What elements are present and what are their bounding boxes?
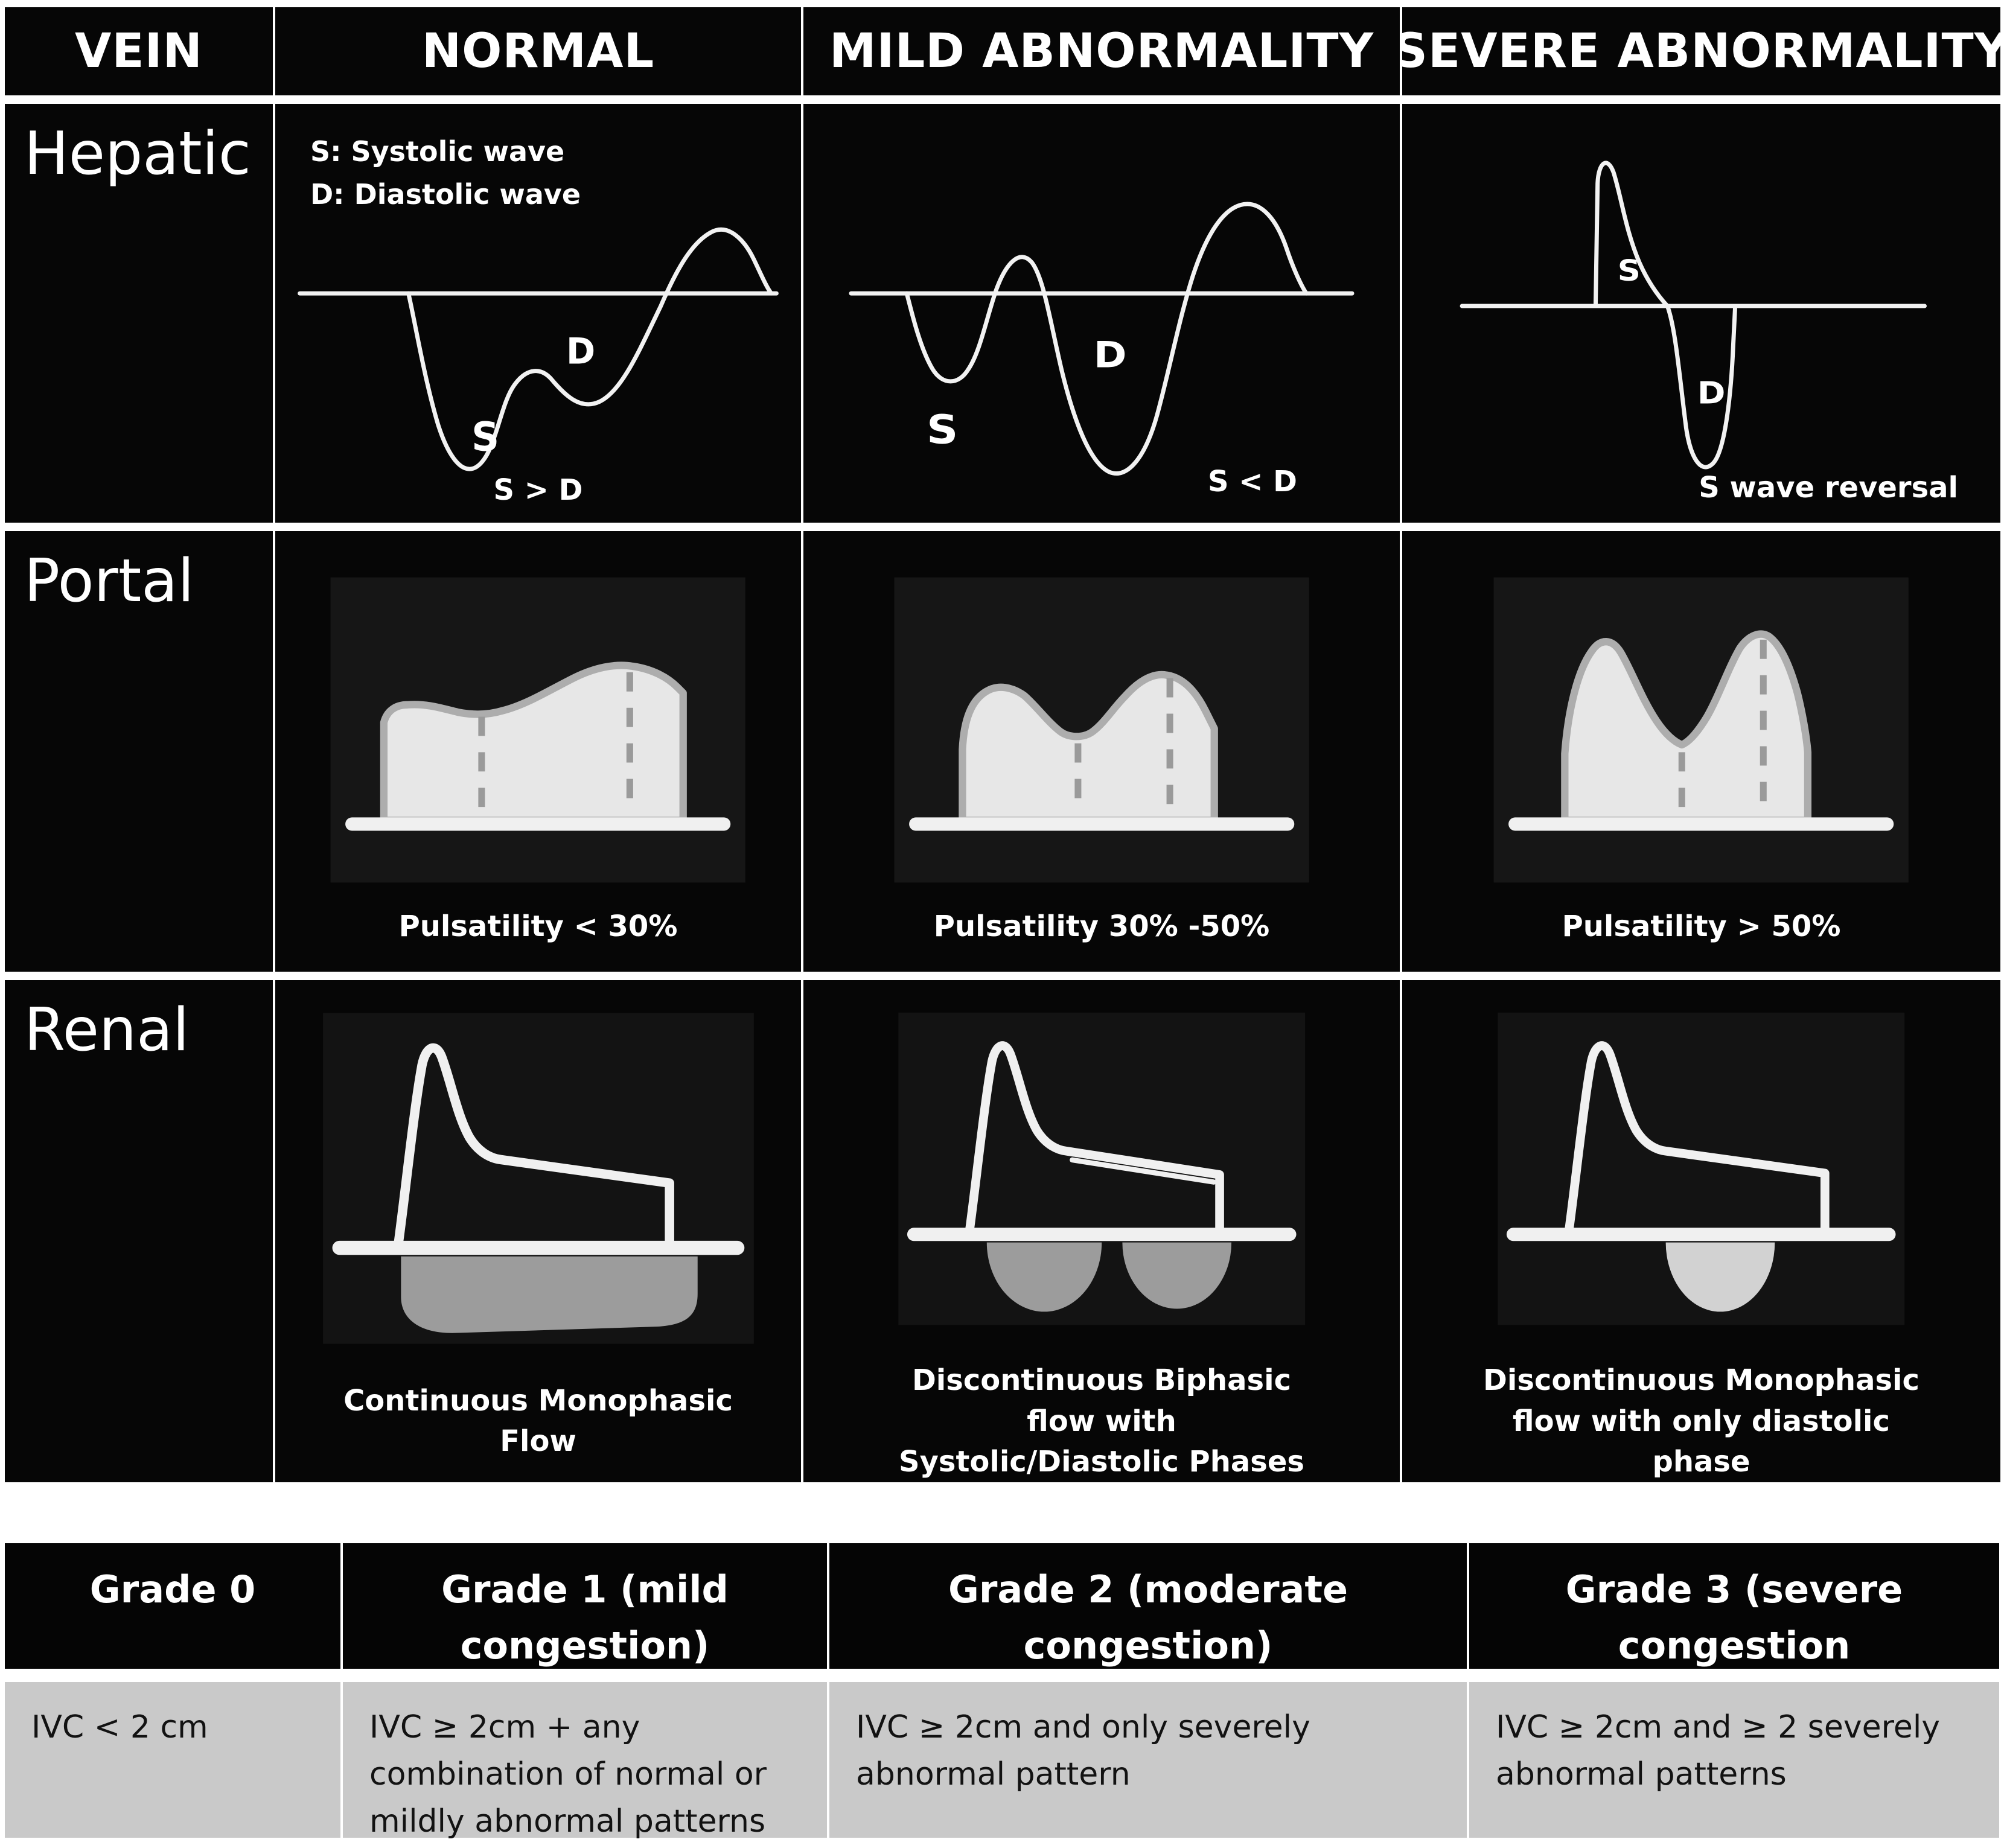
s-wave-label: S <box>1618 254 1641 288</box>
grade0-criteria: IVC < 2 cm <box>5 1682 340 1838</box>
grade2-criteria: IVC ≥ 2cm and only severely abnormal pat… <box>829 1682 1467 1838</box>
portal-severe-caption: Pulsatility > 50% <box>1562 910 1841 943</box>
vexus-pattern-table: VEIN NORMAL MILD ABNORMALITY SEVERE ABNO… <box>5 7 2000 1482</box>
hepatic-mild-caption: S < D <box>1207 465 1297 499</box>
renal-normal-caption: Continuous Monophasic Flow <box>343 1384 733 1459</box>
d-wave-label: D <box>566 330 595 372</box>
portal-normal-caption: Pulsatility < 30% <box>398 910 678 943</box>
grade1-criteria: IVC ≥ 2cm + any combination of normal or… <box>343 1682 827 1840</box>
row-label-renal: Renal <box>5 980 273 1482</box>
portal-mild-waveform-icon <box>894 577 1309 883</box>
portal-mild-cell: Pulsatility 30% -50% <box>803 531 1400 972</box>
header-normal: NORMAL <box>275 7 801 95</box>
hepatic-normal-caption: S > D <box>493 473 583 507</box>
renal-mild-waveform-icon <box>898 1012 1305 1325</box>
header-vein: VEIN <box>5 7 273 95</box>
renal-mild-cell: Discontinuous Biphasic flow with Systoli… <box>803 980 1400 1482</box>
grade3-criteria: IVC ≥ 2cm and ≥ 2 severely abnormal patt… <box>1469 1682 1999 1838</box>
d-wave-label: D <box>1094 334 1127 376</box>
portal-normal-waveform-icon <box>330 577 746 883</box>
grade1-header: Grade 1 (mild congestion) <box>343 1543 827 1669</box>
portal-mild-caption: Pulsatility 30% -50% <box>933 910 1270 943</box>
renal-severe-caption: Discontinuous Monophasic flow with only … <box>1483 1363 1919 1479</box>
renal-mild-caption: Discontinuous Biphasic flow with Systoli… <box>899 1363 1304 1479</box>
renal-severe-waveform-icon <box>1498 1012 1905 1325</box>
vexus-grade-table: Grade 0 Grade 1 (mild congestion) Grade … <box>5 1543 1999 1840</box>
hepatic-severe-caption: S wave reversal <box>1699 471 1958 505</box>
hepatic-mild-cell: S D S < D <box>803 104 1400 523</box>
hepatic-mild-waveform-icon: S D <box>803 104 1400 523</box>
hepatic-legend: S: Systolic wave D: Diastolic wave <box>310 135 581 211</box>
d-wave-label: D <box>1697 375 1726 411</box>
hepatic-severe-waveform-icon: S D <box>1402 104 2000 523</box>
hepatic-severe-cell: S D S wave reversal <box>1402 104 2000 523</box>
renal-normal-cell: Continuous Monophasic Flow <box>275 980 801 1482</box>
renal-severe-cell: Discontinuous Monophasic flow with only … <box>1402 980 2000 1482</box>
grade2-header: Grade 2 (moderate congestion) <box>829 1543 1467 1669</box>
grade0-header: Grade 0 <box>5 1543 340 1669</box>
renal-normal-waveform-icon <box>322 1013 754 1344</box>
hepatic-normal-waveform-icon: S D <box>275 104 801 523</box>
row-label-hepatic: Hepatic <box>5 104 273 523</box>
row-label-portal: Portal <box>5 531 273 972</box>
hepatic-normal-cell: S D S: Systolic wave D: Diastolic wave S… <box>275 104 801 523</box>
portal-severe-cell: Pulsatility > 50% <box>1402 531 2000 972</box>
grade3-header: Grade 3 (severe congestion <box>1469 1543 1999 1669</box>
header-severe-abnormality: SEVERE ABNORMALITY <box>1402 7 2000 95</box>
portal-severe-waveform-icon <box>1493 577 1909 883</box>
portal-normal-cell: Pulsatility < 30% <box>275 531 801 972</box>
s-wave-label: S <box>471 414 499 460</box>
s-wave-label: S <box>927 407 958 453</box>
header-mild-abnormality: MILD ABNORMALITY <box>803 7 1400 95</box>
